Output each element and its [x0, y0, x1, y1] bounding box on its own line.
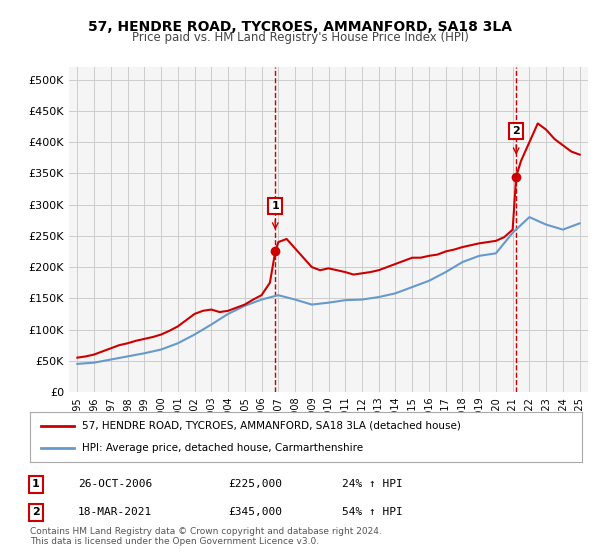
Text: 1: 1 [32, 479, 40, 489]
Text: 57, HENDRE ROAD, TYCROES, AMMANFORD, SA18 3LA: 57, HENDRE ROAD, TYCROES, AMMANFORD, SA1… [88, 20, 512, 34]
Text: HPI: Average price, detached house, Carmarthenshire: HPI: Average price, detached house, Carm… [82, 443, 364, 453]
Text: 57, HENDRE ROAD, TYCROES, AMMANFORD, SA18 3LA (detached house): 57, HENDRE ROAD, TYCROES, AMMANFORD, SA1… [82, 421, 461, 431]
Text: £225,000: £225,000 [228, 479, 282, 489]
Text: Price paid vs. HM Land Registry's House Price Index (HPI): Price paid vs. HM Land Registry's House … [131, 31, 469, 44]
Text: Contains HM Land Registry data © Crown copyright and database right 2024.
This d: Contains HM Land Registry data © Crown c… [30, 526, 382, 546]
Text: 2: 2 [32, 507, 40, 517]
Text: 2: 2 [512, 126, 520, 136]
Text: £345,000: £345,000 [228, 507, 282, 517]
Text: 54% ↑ HPI: 54% ↑ HPI [342, 507, 403, 517]
Text: 18-MAR-2021: 18-MAR-2021 [78, 507, 152, 517]
Text: 24% ↑ HPI: 24% ↑ HPI [342, 479, 403, 489]
Text: 26-OCT-2006: 26-OCT-2006 [78, 479, 152, 489]
Text: 1: 1 [271, 201, 279, 211]
